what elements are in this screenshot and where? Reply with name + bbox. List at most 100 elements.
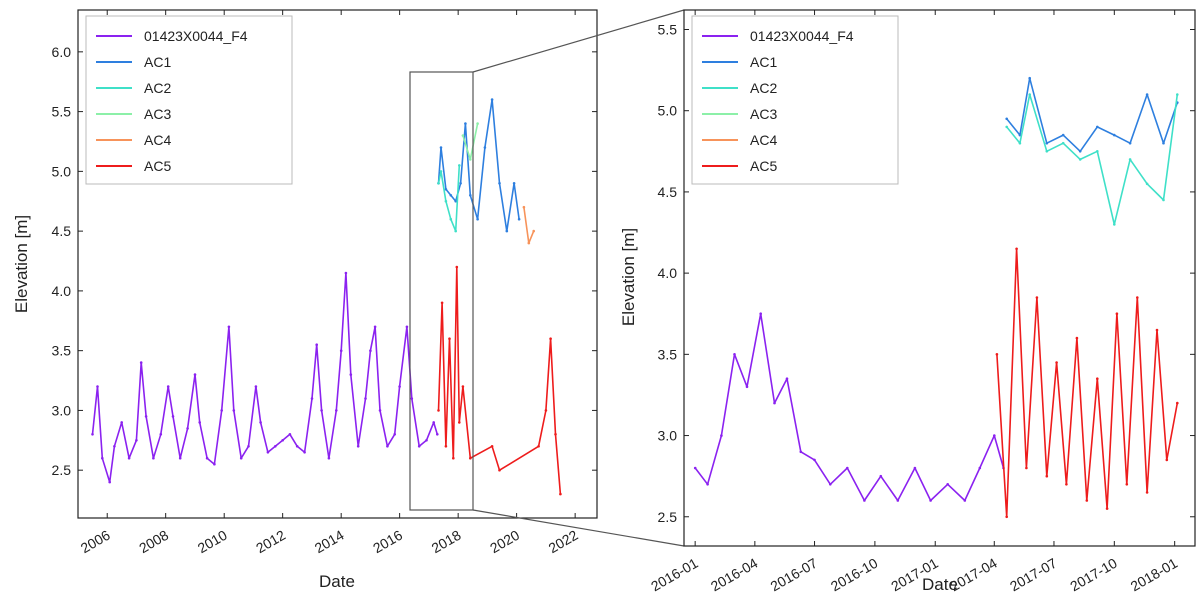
left-series-01423x0044-f4-point [266, 451, 270, 454]
left-series-01423x0044-f4-point [344, 271, 348, 275]
left-legend-label: AC4 [144, 132, 171, 148]
right-series-ac2-point [1113, 223, 1116, 226]
right-series-ac5-point [1045, 474, 1049, 478]
left-x-tick-label: 2012 [253, 527, 288, 557]
right-panel: 2.53.03.54.04.55.05.5 2016-01 2016-04 2016… [619, 9, 1196, 595]
left-y-tick-label: 5.5 [52, 104, 72, 120]
left-series-01423x0044-f4-point [227, 325, 231, 329]
right-series-ac5-point [1035, 296, 1039, 299]
left-series-ac5-point [537, 445, 540, 448]
right-series-ac2-point [1028, 93, 1031, 96]
right-series-ac5-point [1096, 377, 1099, 381]
right-series-ac1-point [1045, 141, 1049, 145]
left-series-01423x0044-f4-point [127, 456, 131, 460]
left-series-ac2-point [444, 199, 448, 203]
right-series-01423x0044-f4-point [993, 434, 996, 437]
right-series-ac5-point [1155, 328, 1159, 332]
left-y-tick-label: 5.0 [52, 163, 72, 179]
left-series-01423x0044-f4-point [303, 451, 306, 454]
left-series-ac1-point [449, 194, 453, 197]
left-series-01423x0044-f4-point [432, 421, 436, 424]
right-series-ac2-point [1145, 182, 1149, 186]
left-series-ac5-point [455, 265, 459, 269]
right-series-01423x0044-f4-point [896, 499, 900, 502]
left-series-01423x0044-f4-point [378, 409, 382, 412]
right-legend-box [691, 15, 899, 185]
right-series-ac5-point [995, 353, 999, 356]
right-series-ac2-point [1162, 198, 1165, 202]
left-series-ac5-point [469, 456, 472, 460]
left-series-01423x0044-f4-point [364, 397, 367, 400]
right-x-axis-label: Date [922, 575, 958, 594]
left-series-01423x0044-f4-point [205, 456, 209, 460]
left-series-01423x0044-f4-point [339, 349, 343, 353]
left-series-01423x0044-f4-point [96, 385, 99, 388]
left-series-01423x0044-f4-point [120, 421, 123, 424]
right-plot-frame [683, 9, 1196, 547]
right-series-01423x0044-f4 [694, 312, 1005, 502]
left-series-01423x0044-f4-point [356, 445, 360, 448]
left-series-01423x0044-f4-point [425, 439, 428, 442]
right-legend-label: AC5 [750, 158, 777, 174]
left-series-01423x0044-f4-point [101, 456, 104, 460]
left-series-ac1-point [444, 188, 448, 191]
right-series-ac1 [1006, 77, 1179, 153]
right-series-ac2-point [1061, 141, 1065, 145]
left-series-ac1-point [476, 217, 479, 221]
left-y-tick-label: 3.5 [52, 343, 72, 359]
right-series-01423x0044-f4-point [773, 401, 776, 405]
right-series-layer [693, 76, 1179, 519]
left-series-ac1-point [512, 182, 516, 185]
right-series-ac2 [1006, 93, 1179, 226]
left-series-01423x0044-f4-point [393, 433, 397, 436]
right-y-tick-label: 5.0 [658, 103, 678, 119]
left-y-axis-label: Elevation [m] [12, 215, 31, 313]
left-series-01423x0044-f4-point [417, 445, 421, 448]
left-series-01423x0044-f4-point [320, 409, 323, 412]
left-series-01423x0044-f4-point [159, 433, 163, 436]
left-series-ac5-point [554, 433, 557, 436]
right-series-ac1-point [1162, 141, 1165, 145]
left-series-01423x0044-f4-point [232, 409, 236, 412]
left-series-ac1-point [483, 146, 487, 149]
left-series-01423x0044-f4-point [193, 373, 197, 376]
left-legend: 01423X0044_F4 AC1 AC2 AC3 AC4 AC5 [85, 15, 293, 185]
left-series-ac5-point [448, 337, 451, 341]
right-series-ac1-point [1128, 141, 1132, 145]
left-series-01423x0044-f4-point [295, 445, 299, 448]
left-x-axis-label: Date [319, 572, 355, 591]
left-series-ac5 [437, 266, 562, 495]
left-x-tick-label: 2022 [546, 527, 581, 557]
left-series-01423x0044-f4-point [171, 415, 175, 418]
left-series-01423x0044-f4-point [310, 397, 314, 400]
left-y-tick-label: 3.0 [52, 402, 72, 418]
right-series-01423x0044-f4-point [879, 474, 883, 478]
right-y-ticks: 2.5 3.0 3.5 4.0 4.5 5.0 5.5 [658, 21, 1195, 525]
left-series-01423x0044-f4-point [259, 421, 262, 424]
left-series-ac5-point [559, 492, 562, 496]
right-series-01423x0044-f4-point [799, 450, 803, 454]
left-series-ac5-point [437, 409, 440, 412]
left-series-01423x0044-f4-point [178, 456, 182, 460]
left-series-ac5-point [452, 456, 455, 460]
right-series-ac2-point [1045, 150, 1049, 153]
right-series-ac2-point [1018, 141, 1022, 145]
right-series-ac2-point [1096, 150, 1099, 153]
left-series-01423x0044-f4-point [398, 385, 401, 388]
left-series-01423x0044-f4-point [213, 462, 216, 466]
right-series-ac5-point [1025, 466, 1028, 470]
right-x-tick-label: 2016-07 [768, 555, 821, 595]
right-series-ac5-point [1055, 361, 1058, 364]
left-series-01423x0044-f4-point [239, 456, 243, 460]
right-series-ac5-point [1125, 483, 1129, 486]
left-series-ac3-point [461, 134, 465, 137]
right-y-tick-label: 2.5 [658, 509, 678, 525]
left-series-ac5-point [498, 468, 501, 472]
left-series-01423x0044-f4-point [288, 433, 292, 436]
left-y-tick-label: 2.5 [52, 462, 72, 478]
right-y-tick-label: 5.5 [658, 21, 678, 37]
left-series-01423x0044-f4-point [410, 397, 414, 400]
right-series-ac5-point [1015, 247, 1018, 251]
left-series-01423x0044-f4-point [166, 385, 170, 388]
